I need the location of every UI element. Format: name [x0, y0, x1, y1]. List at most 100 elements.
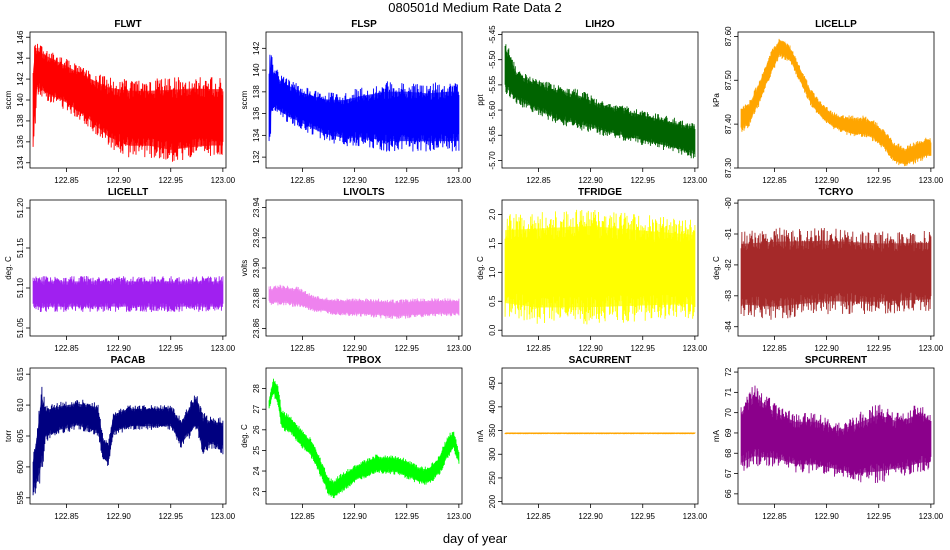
x-tick-label: 122.90 [106, 176, 131, 185]
chart-panel-flwt: FLWT 122.85 122.90 122.95 123.00 134 136 138 140… [4, 19, 236, 185]
y-tick-label: 200 [488, 494, 497, 508]
panel-title: LIH2O [585, 19, 615, 30]
y-tick-label: 300 [488, 447, 497, 461]
y-tick-label: 610 [16, 398, 25, 412]
y-tick-label: -5.60 [488, 100, 497, 119]
plot-frame [265, 199, 463, 337]
y-tick-label: 600 [16, 460, 25, 474]
x-tick-label: 122.90 [342, 512, 367, 521]
x-tick-label: 122.90 [342, 176, 367, 185]
x-tick-label: 122.90 [578, 512, 603, 521]
x-tick-label: 123.00 [683, 344, 708, 353]
x-axis-label: day of year [442, 531, 508, 546]
y-tick-label: 23.90 [252, 257, 261, 278]
y-tick-label: -80 [724, 197, 733, 209]
y-axis-label: sccm [240, 90, 249, 109]
panel-title: SACURRENT [569, 355, 632, 366]
y-tick-label: 24 [252, 466, 261, 475]
y-tick-label: 70 [724, 408, 733, 417]
y-tick-label: 51.20 [16, 197, 25, 218]
panel-title: TFRIDGE [578, 187, 622, 198]
y-tick-label: 134 [252, 128, 261, 142]
x-tick-label: 122.90 [106, 344, 131, 353]
figure-title: 080501d Medium Rate Data 2 [388, 0, 562, 15]
y-tick-label: -5.45 [488, 25, 497, 44]
y-tick-label: 69 [724, 428, 733, 437]
x-tick-label: 123.00 [683, 512, 708, 521]
x-tick-label: 123.00 [919, 344, 944, 353]
y-tick-label: 250 [488, 471, 497, 485]
y-tick-label: -81 [724, 228, 733, 240]
y-tick-label: 146 [16, 30, 25, 44]
chart-panel-tfridge: TFRIDGE 122.85 122.90 122.95 123.00 0.0 0.5 1.0… [476, 187, 708, 353]
y-tick-label: 142 [16, 72, 25, 86]
x-tick-label: 123.00 [919, 176, 944, 185]
series-band [741, 395, 931, 473]
x-tick-label: 122.85 [762, 512, 787, 521]
y-tick-label: 2.0 [488, 208, 497, 220]
y-tick-label: 132 [252, 150, 261, 164]
y-tick-label: 142 [252, 41, 261, 55]
panel-title: LIVOLTS [343, 187, 385, 198]
x-tick-label: 122.90 [342, 344, 367, 353]
x-tick-label: 122.85 [762, 344, 787, 353]
y-tick-label: 134 [16, 156, 25, 170]
panel-title: TCRYO [819, 187, 854, 198]
y-tick-label: 0.5 [488, 295, 497, 307]
x-tick-label: 122.85 [526, 344, 551, 353]
series-band [269, 55, 459, 143]
x-tick-label: 122.85 [526, 176, 551, 185]
plot-frame [737, 199, 935, 337]
y-tick-label: -82 [724, 259, 733, 271]
y-tick-label: 615 [16, 367, 25, 381]
plot-frame [501, 367, 699, 505]
x-tick-label: 123.00 [447, 344, 472, 353]
y-tick-label: 140 [16, 93, 25, 107]
y-tick-label: 27 [252, 404, 261, 413]
chart-panel-tcryo: TCRYO 122.85 122.90 122.95 123.00 -80 -81 -82 -8… [712, 187, 944, 353]
y-axis-label: sccm [4, 90, 13, 109]
y-tick-label: -5.50 [488, 50, 497, 69]
y-tick-label: 138 [252, 85, 261, 99]
plot-frame [737, 367, 935, 505]
y-tick-label: 26 [252, 425, 261, 434]
plot-frame [29, 199, 227, 337]
y-tick-label: 605 [16, 429, 25, 443]
panel-title: PACAB [111, 355, 146, 366]
y-tick-label: 87.50 [724, 70, 733, 91]
y-tick-label: 87.40 [724, 114, 733, 135]
series-band [33, 395, 223, 492]
y-tick-label: 67 [724, 469, 733, 478]
y-axis-label: mA [712, 429, 721, 442]
y-axis-label: kPa [712, 93, 721, 107]
x-tick-label: 122.95 [631, 512, 656, 521]
y-tick-label: 72 [724, 367, 733, 376]
y-tick-label: 23 [252, 487, 261, 496]
panel-title: LICELLP [815, 19, 857, 30]
x-tick-label: 122.95 [159, 344, 184, 353]
y-tick-label: 23.94 [252, 197, 261, 218]
x-tick-label: 123.00 [211, 176, 236, 185]
panel-title: FLSP [351, 19, 377, 30]
x-tick-label: 122.85 [54, 344, 79, 353]
y-axis-label: mA [476, 429, 485, 442]
y-tick-label: 51.10 [16, 277, 25, 298]
x-tick-label: 122.90 [814, 176, 839, 185]
y-axis-label: volts [240, 260, 249, 276]
x-tick-label: 122.90 [106, 512, 131, 521]
x-tick-label: 123.00 [211, 344, 236, 353]
y-tick-label: 400 [488, 400, 497, 414]
x-tick-label: 122.95 [159, 512, 184, 521]
x-tick-label: 122.90 [814, 344, 839, 353]
y-tick-label: 66 [724, 489, 733, 498]
x-tick-label: 122.85 [290, 344, 315, 353]
y-tick-label: 51.15 [16, 237, 25, 258]
x-tick-label: 122.95 [395, 344, 420, 353]
y-tick-label: 144 [16, 51, 25, 65]
x-tick-label: 122.85 [762, 176, 787, 185]
y-tick-label: 136 [16, 135, 25, 149]
y-tick-label: 87.30 [724, 157, 733, 178]
y-tick-label: 0.0 [488, 324, 497, 336]
y-tick-label: 87.60 [724, 26, 733, 47]
